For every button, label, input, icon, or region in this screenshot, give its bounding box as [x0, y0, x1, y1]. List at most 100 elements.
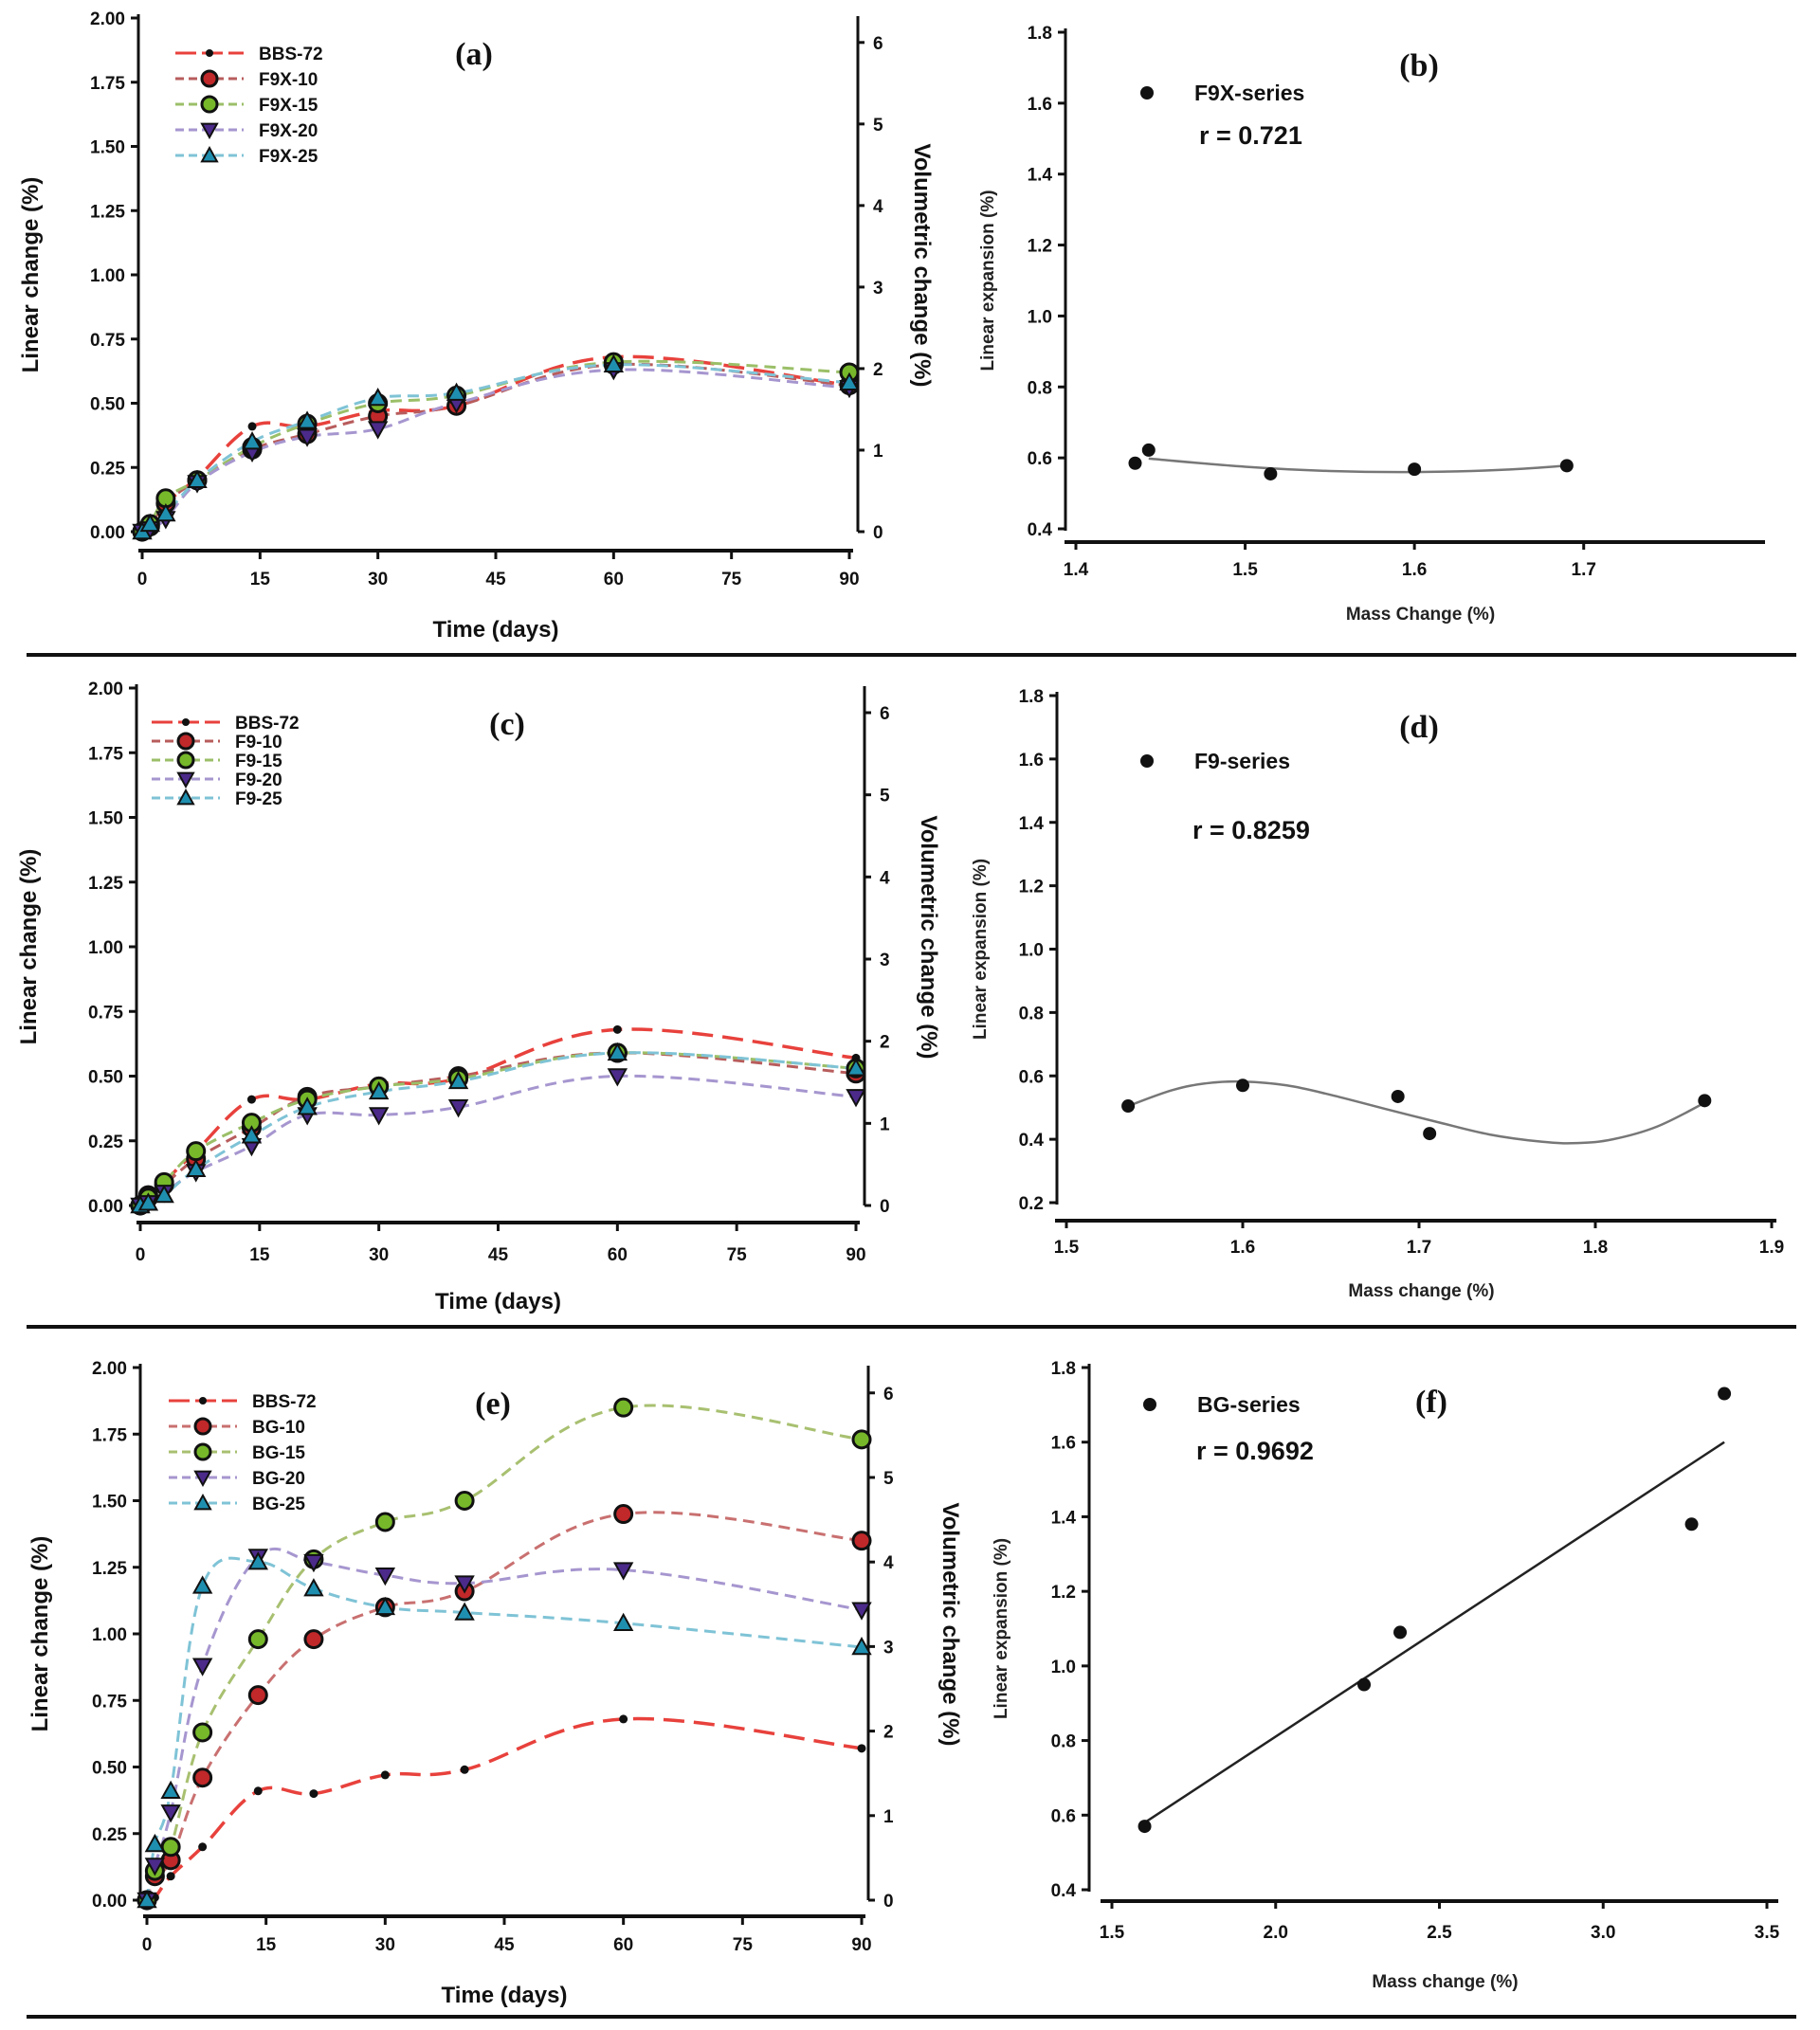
y-tick-label: 1.25 — [90, 202, 125, 222]
data-point-bg-25 — [191, 1575, 213, 1594]
legend-marker — [1140, 754, 1154, 768]
series-line-bg-20 — [145, 1547, 863, 1901]
x-tick-label: 1.5 — [1232, 560, 1258, 580]
y-tick-label: 0.4 — [1051, 1881, 1077, 1901]
x-tick-label: 90 — [846, 1245, 865, 1265]
data-point-bg-15 — [851, 1429, 872, 1450]
y-tick-label: 1.50 — [90, 138, 125, 158]
scatter-point — [1128, 456, 1142, 470]
x-tick-label: 0 — [137, 570, 148, 589]
scatter-point — [1718, 1387, 1732, 1401]
x-tick-label: 1.5 — [1100, 1923, 1125, 1943]
data-point-bg-20 — [191, 1658, 213, 1677]
y-tick-label: 0.00 — [92, 1892, 127, 1912]
y-tick-label: 0.8 — [1019, 1004, 1044, 1024]
data-point-f9x-25 — [139, 513, 160, 533]
data-point-f9x-20 — [367, 421, 389, 440]
x-tick-label: 75 — [721, 570, 742, 589]
scatter-point — [1138, 1820, 1152, 1834]
x-tick-label: 60 — [608, 1245, 628, 1265]
y-axis-title: Linear expansion (%) — [978, 190, 998, 371]
legend-label: BBS-72 — [252, 1392, 317, 1412]
y2-tick-label: 0 — [873, 523, 883, 543]
scatter-point — [1141, 443, 1156, 457]
data-point-bg-15 — [454, 1491, 475, 1511]
y-tick-label: 0.50 — [92, 1759, 127, 1779]
chart-panel-a: (a) 0.00 0.25 0.50 0.75 1.00 1.25 1.50 1.75 2.00 L… — [18, 9, 935, 643]
legend-label: F9-series — [1194, 749, 1290, 773]
legend-marker — [1143, 1398, 1156, 1411]
y-tick-label: 2.00 — [92, 1359, 127, 1379]
y-tick-label: 1.75 — [92, 1425, 127, 1445]
data-point-f9-15 — [186, 1141, 207, 1162]
legend-marker — [206, 49, 213, 57]
y2-tick-label: 2 — [883, 1723, 894, 1743]
data-point-f9x-25 — [242, 431, 263, 450]
data-point-bg-25 — [247, 1551, 268, 1570]
y-tick-label: 1.25 — [88, 874, 123, 894]
y-axis-title: Linear expansion (%) — [992, 1538, 1011, 1719]
legend-label: F9X-15 — [259, 96, 318, 116]
data-point-f9-25 — [447, 1070, 469, 1090]
y-tick-label: 0.25 — [88, 1133, 123, 1152]
data-point-bg-20 — [612, 1562, 634, 1581]
y-tick-label: 1.8 — [1019, 687, 1044, 707]
y-tick-label: 0.50 — [88, 1068, 123, 1088]
data-point-f9-25 — [137, 1192, 159, 1211]
y2-tick-label: 1 — [880, 1115, 890, 1134]
data-point-bg-25 — [160, 1780, 181, 1799]
data-point-bg-10 — [247, 1685, 268, 1706]
y2-tick-label: 6 — [883, 1385, 894, 1405]
legend-label: F9X-series — [1194, 81, 1304, 105]
data-point-bg-10 — [192, 1767, 213, 1788]
x-tick-label: 1.5 — [1054, 1238, 1080, 1258]
data-point-f9-20 — [447, 1099, 469, 1118]
y-tick-label: 0.00 — [90, 523, 125, 543]
y-tick-label: 1.0 — [1019, 941, 1044, 961]
y-tick-label: 1.6 — [1028, 95, 1052, 115]
x-axis-title: Time (days) — [433, 617, 559, 643]
legend-marker — [200, 122, 219, 140]
data-point-f9x-25 — [297, 410, 318, 429]
legend-label: BG-15 — [252, 1443, 305, 1463]
x-tick-label: 30 — [375, 1935, 395, 1955]
x-axis-title: Time (days) — [435, 1289, 561, 1314]
x-tick-label: 60 — [613, 1935, 633, 1955]
y-tick-label: 0.25 — [92, 1825, 127, 1845]
series-line-bg-10 — [145, 1511, 863, 1901]
scatter-point — [1559, 459, 1574, 473]
x-tick-label: 1.9 — [1759, 1238, 1784, 1258]
x-tick-label: 30 — [369, 1245, 389, 1265]
y-tick-label: 1.4 — [1028, 166, 1053, 186]
panel-label: (f) — [1415, 1385, 1447, 1420]
fit-line — [1143, 1441, 1725, 1824]
y-axis-title: Linear change (%) — [18, 177, 44, 373]
panel-label: (c) — [489, 707, 525, 742]
y2-tick-label: 4 — [873, 197, 883, 217]
data-point-f9x-25 — [446, 382, 467, 401]
x-axis-title: Mass change (%) — [1372, 1972, 1518, 1992]
legend-label: F9X-20 — [259, 121, 318, 141]
data-point-f9-25 — [607, 1042, 628, 1061]
y-tick-label: 1.00 — [92, 1625, 127, 1645]
y-tick-label: 1.0 — [1028, 307, 1052, 327]
y-tick-label: 1.00 — [90, 266, 125, 286]
y2-tick-label: 4 — [880, 868, 890, 888]
legend-marker — [182, 718, 190, 726]
y-tick-label: 0.6 — [1051, 1806, 1076, 1826]
data-point-bbs-72 — [460, 1765, 469, 1774]
data-point-bg-20 — [144, 1858, 166, 1876]
data-point-bbs-72 — [166, 1872, 175, 1881]
y2-tick-label: 3 — [883, 1638, 894, 1658]
legend-marker — [200, 69, 219, 88]
y-tick-label: 1.50 — [92, 1493, 127, 1513]
y-tick-label: 1.50 — [88, 809, 123, 829]
x-tick-label: 45 — [494, 1935, 515, 1955]
legend-marker — [200, 95, 219, 114]
legend-label: BG-25 — [252, 1495, 305, 1514]
data-point-bg-25 — [144, 1833, 166, 1853]
y2-tick-label: 1 — [883, 1807, 894, 1827]
data-point-bbs-72 — [612, 1024, 622, 1034]
data-point-bg-10 — [851, 1531, 872, 1551]
y2-tick-label: 3 — [873, 279, 883, 299]
